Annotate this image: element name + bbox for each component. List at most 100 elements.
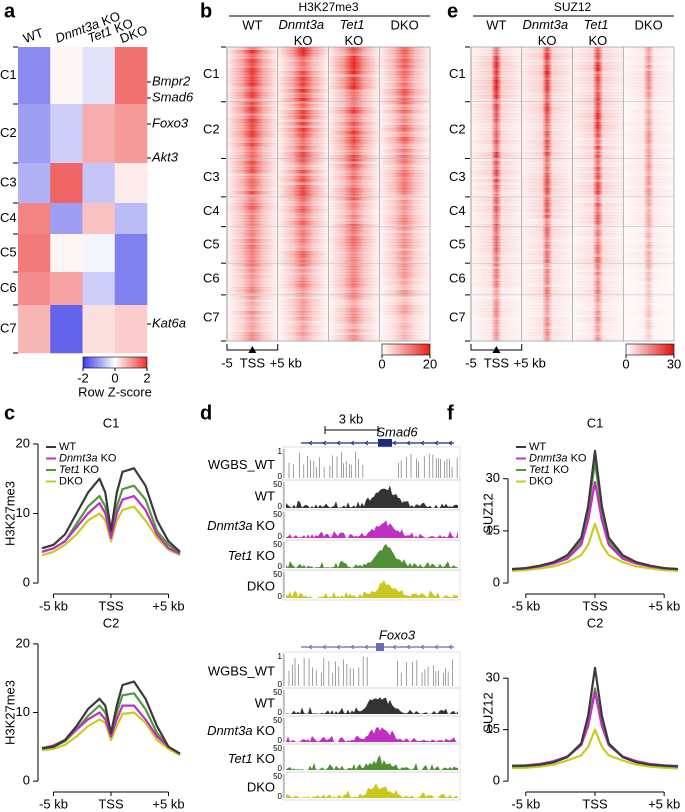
track-scale: 0 bbox=[278, 562, 283, 571]
signal-track bbox=[286, 726, 458, 742]
signal-row bbox=[227, 305, 278, 309]
signal-row bbox=[379, 248, 430, 252]
signal-row bbox=[521, 83, 573, 87]
signal-row bbox=[471, 320, 522, 324]
signal-row bbox=[471, 317, 522, 321]
signal-row bbox=[328, 83, 380, 87]
y-tick-label: 20 bbox=[16, 435, 30, 450]
signal-row bbox=[623, 320, 674, 324]
legend-label: WT bbox=[59, 441, 76, 453]
track-scale: 0 bbox=[278, 736, 283, 745]
signal-row bbox=[328, 146, 380, 150]
series-line bbox=[41, 680, 181, 755]
signal-row bbox=[471, 176, 522, 180]
signal-row bbox=[572, 332, 624, 336]
signal-row bbox=[227, 167, 278, 171]
signal-row bbox=[379, 164, 430, 168]
signal-row bbox=[471, 116, 522, 120]
signal-row bbox=[471, 332, 522, 336]
signal-row bbox=[471, 155, 522, 159]
signal-row bbox=[328, 131, 380, 135]
signal-row bbox=[572, 242, 624, 246]
signal-row bbox=[227, 197, 278, 201]
signal-row bbox=[277, 242, 329, 246]
signal-row bbox=[227, 314, 278, 318]
signal-row bbox=[227, 125, 278, 129]
signal-row bbox=[521, 197, 573, 201]
signal-row bbox=[572, 86, 624, 90]
signal-row bbox=[623, 131, 674, 135]
signal-row bbox=[623, 182, 674, 186]
signal-row bbox=[572, 77, 624, 81]
signal-row bbox=[521, 200, 573, 204]
heatmap-frame bbox=[470, 46, 675, 342]
signal-row bbox=[379, 134, 430, 138]
signal-row bbox=[521, 221, 573, 225]
signal-row bbox=[471, 218, 522, 222]
signal-row bbox=[521, 305, 573, 309]
signal-row bbox=[379, 98, 430, 102]
signal-row bbox=[572, 161, 624, 165]
signal-row bbox=[328, 197, 380, 201]
series-line bbox=[511, 728, 679, 770]
signal-row bbox=[572, 158, 624, 162]
signal-row bbox=[623, 284, 674, 288]
colorbar-label: Row Z-score bbox=[78, 384, 152, 399]
strand-arrow bbox=[448, 644, 453, 650]
signal-row bbox=[623, 281, 674, 285]
signal-row bbox=[521, 245, 573, 249]
signal-row bbox=[328, 125, 380, 129]
signal-row bbox=[623, 251, 674, 255]
heatmap-cell bbox=[18, 47, 51, 105]
row-label: C3 bbox=[203, 169, 220, 184]
signal-row bbox=[379, 179, 430, 183]
signal-row bbox=[471, 77, 522, 81]
signal-row bbox=[379, 257, 430, 261]
signal-row bbox=[379, 302, 430, 306]
track-scale: 0 bbox=[278, 532, 283, 541]
signal-row bbox=[623, 305, 674, 309]
signal-row bbox=[379, 191, 430, 195]
signal-row bbox=[328, 107, 380, 111]
signal-track bbox=[286, 697, 458, 714]
signal-row bbox=[227, 56, 278, 60]
signal-row bbox=[277, 188, 329, 192]
signal-row bbox=[379, 104, 430, 108]
signal-row bbox=[471, 269, 522, 273]
signal-row bbox=[227, 224, 278, 228]
series-line bbox=[511, 687, 679, 768]
track-label: DKO bbox=[247, 779, 275, 794]
signal-row bbox=[623, 173, 674, 177]
signal-row bbox=[328, 326, 380, 330]
signal-row bbox=[227, 98, 278, 102]
signal-row bbox=[328, 176, 380, 180]
track-frame bbox=[282, 569, 461, 601]
heatmap-cell bbox=[50, 163, 83, 204]
signal-row bbox=[521, 131, 573, 135]
signal-row bbox=[623, 188, 674, 192]
signal-row bbox=[572, 164, 624, 168]
signal-row bbox=[572, 170, 624, 174]
signal-row bbox=[379, 125, 430, 129]
strand-arrow bbox=[406, 440, 411, 446]
signal-row bbox=[379, 158, 430, 162]
signal-row bbox=[521, 71, 573, 75]
signal-row bbox=[277, 323, 329, 327]
signal-row bbox=[277, 335, 329, 339]
signal-row bbox=[623, 248, 674, 252]
signal-row bbox=[277, 92, 329, 96]
signal-row bbox=[277, 206, 329, 210]
signal-row bbox=[521, 212, 573, 216]
signal-row bbox=[572, 95, 624, 99]
signal-row bbox=[623, 101, 674, 105]
signal-row bbox=[328, 185, 380, 189]
signal-row bbox=[572, 308, 624, 312]
signal-row bbox=[227, 74, 278, 78]
legend-label: Tet1 KO bbox=[529, 464, 569, 476]
signal-row bbox=[471, 167, 522, 171]
signal-row bbox=[521, 65, 573, 69]
signal-row bbox=[521, 86, 573, 90]
signal-row bbox=[623, 242, 674, 246]
y-axis-label: SUZ12 bbox=[480, 692, 495, 732]
